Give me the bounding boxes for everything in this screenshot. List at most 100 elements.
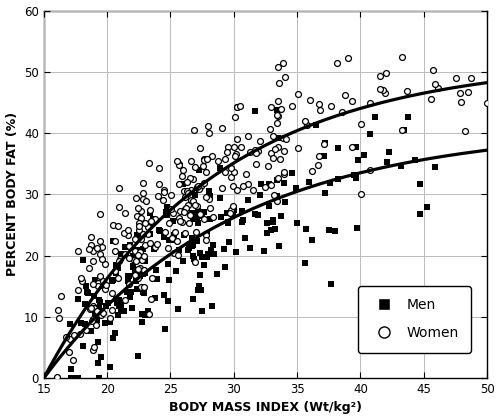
Point (114, 275, 122, 281)
Point (188, 158, 196, 165)
Point (226, 239, 234, 245)
Point (130, 263, 138, 270)
Point (88, 304, 96, 311)
Point (320, 153, 328, 160)
Point (170, 249, 178, 256)
Point (213, 271, 221, 278)
Point (68, 375, 76, 381)
Point (194, 182, 202, 189)
Point (282, 135, 290, 142)
Point (193, 202, 201, 209)
Point (111, 268, 119, 275)
Point (278, 105, 285, 112)
Point (182, 189, 190, 196)
Point (54, 307, 62, 313)
Point (198, 286, 205, 293)
Point (170, 232, 177, 239)
Point (214, 158, 222, 164)
Point (114, 223, 122, 229)
Point (229, 212, 237, 219)
Point (128, 253, 136, 260)
Point (166, 192, 174, 198)
Point (94, 339, 102, 345)
Point (200, 155, 208, 162)
Point (135, 219, 143, 226)
Point (175, 180, 183, 187)
Point (74, 248, 82, 255)
Point (288, 170, 296, 177)
Point (202, 231, 210, 237)
Point (452, 74, 460, 81)
Point (122, 289, 130, 296)
Point (272, 226, 280, 233)
Point (222, 169, 230, 176)
Point (68, 375, 76, 381)
Point (134, 204, 142, 211)
Point (274, 177, 281, 184)
Point (148, 218, 156, 225)
Point (314, 161, 322, 168)
Point (125, 243, 133, 249)
Point (170, 229, 178, 236)
Point (148, 274, 156, 281)
Point (430, 66, 438, 73)
Point (379, 87, 387, 93)
Point (86, 328, 94, 334)
Point (302, 121, 310, 128)
Point (144, 308, 152, 315)
Point (86, 242, 94, 249)
Point (84, 290, 92, 297)
Point (380, 90, 388, 97)
Point (186, 241, 194, 248)
Point (180, 209, 188, 215)
Point (96, 310, 104, 316)
Point (246, 149, 254, 156)
Point (112, 296, 120, 302)
Point (96, 305, 104, 312)
Point (136, 207, 144, 214)
Point (266, 203, 274, 210)
Point (189, 296, 197, 302)
Point (189, 197, 197, 204)
Point (90, 343, 98, 350)
Point (169, 218, 177, 224)
Point (96, 299, 104, 306)
Point (140, 267, 148, 273)
Point (210, 251, 218, 257)
Point (226, 209, 234, 216)
Point (81, 321, 89, 328)
Point (191, 202, 199, 209)
Point (195, 186, 203, 192)
Point (142, 198, 150, 205)
Point (233, 136, 241, 143)
Point (356, 190, 364, 197)
Point (74, 286, 82, 293)
Point (90, 293, 98, 300)
Point (350, 172, 358, 178)
Point (272, 107, 280, 113)
Point (191, 210, 199, 216)
Point (238, 208, 246, 215)
Point (274, 97, 282, 104)
Point (280, 134, 287, 141)
Point (274, 63, 281, 70)
Point (134, 232, 141, 239)
Point (265, 181, 273, 187)
Point (93, 317, 101, 323)
Point (294, 91, 302, 97)
Point (132, 213, 140, 219)
Point (184, 247, 192, 254)
Point (117, 251, 125, 257)
Point (117, 302, 125, 308)
Point (344, 55, 351, 61)
Point (114, 312, 122, 318)
Point (160, 189, 168, 196)
Point (184, 202, 192, 209)
Point (134, 275, 142, 281)
Point (132, 246, 140, 253)
Point (328, 281, 336, 288)
Point (142, 311, 150, 318)
Point (224, 149, 232, 155)
Point (236, 103, 244, 110)
Point (416, 211, 424, 218)
